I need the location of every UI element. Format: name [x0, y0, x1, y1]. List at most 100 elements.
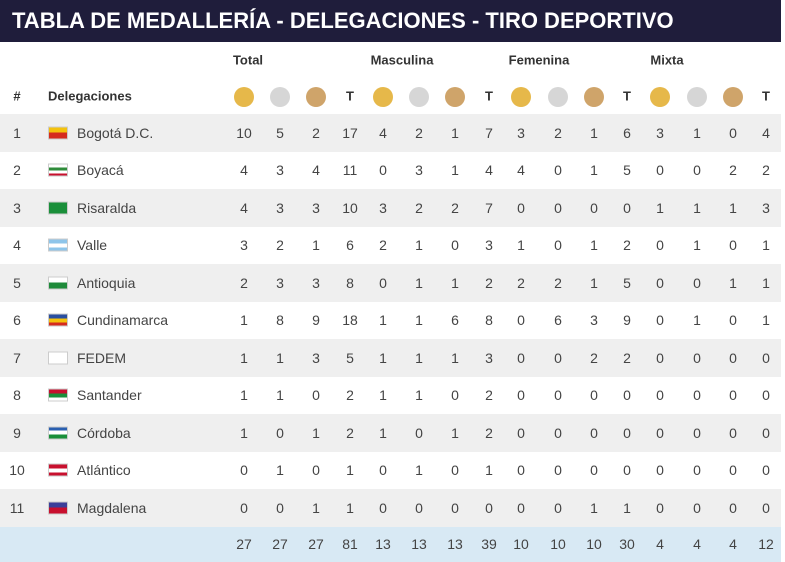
medal-count: 6 — [451, 312, 459, 329]
medal-count: 2 — [312, 124, 320, 141]
medal-icon — [234, 87, 254, 107]
medal-count: 1 — [590, 499, 598, 516]
medal-count: 0 — [554, 462, 562, 479]
delegation-name: Antioquia — [77, 274, 136, 291]
column-header: T — [346, 88, 354, 104]
column-header: T — [623, 88, 631, 104]
rank: 1 — [13, 124, 21, 141]
medal-count: 0 — [729, 237, 737, 254]
column-header: # — [13, 88, 21, 104]
medal-count: 0 — [415, 424, 423, 441]
medal-count: 1 — [415, 462, 423, 479]
medal-count: 1 — [693, 312, 701, 329]
medal-count: 8 — [346, 274, 354, 291]
flag-icon — [48, 313, 68, 327]
medal-count: 0 — [729, 499, 737, 516]
medal-count: 7 — [485, 199, 493, 216]
medal-count: 0 — [240, 499, 248, 516]
medal-count: 0 — [693, 349, 701, 366]
flag-icon — [48, 501, 68, 515]
table-row — [0, 339, 781, 377]
medal-count: 0 — [276, 424, 284, 441]
medal-count: 1 — [590, 274, 598, 291]
medal-icon — [584, 87, 604, 107]
medal-count: 0 — [554, 162, 562, 179]
medal-count: 1 — [693, 124, 701, 141]
medal-count: 2 — [729, 162, 737, 179]
medal-count: 9 — [312, 312, 320, 329]
medal-count: 1 — [240, 312, 248, 329]
flag-icon — [48, 238, 68, 252]
medal-count: 2 — [276, 237, 284, 254]
delegation-name: Valle — [77, 237, 108, 254]
medal-count: 1 — [346, 499, 354, 516]
medal-count: 4 — [485, 162, 493, 179]
rank: 5 — [13, 274, 21, 291]
medal-icon — [373, 87, 393, 107]
table-row — [0, 376, 781, 414]
medal-count: 1 — [623, 499, 631, 516]
delegation-name: Bogotá D.C. — [77, 124, 154, 141]
medal-count: 1 — [451, 124, 459, 141]
medal-count: 9 — [623, 312, 631, 329]
rank: 7 — [13, 349, 21, 366]
medal-count: 1 — [379, 312, 387, 329]
group-header: Femenina — [508, 52, 570, 68]
rank: 4 — [13, 237, 21, 254]
medal-count: 0 — [762, 462, 770, 479]
medal-count: 0 — [656, 349, 664, 366]
medal-count: 10 — [236, 124, 252, 141]
delegation-name: FEDEM — [77, 349, 126, 366]
title-bar: TABLA DE MEDALLERÍA - DELEGACIONES - TIR… — [0, 0, 781, 42]
medal-count: 0 — [693, 162, 701, 179]
medal-count: 3 — [312, 274, 320, 291]
flag-icon — [48, 351, 68, 365]
medal-count: 1 — [451, 349, 459, 366]
medal-count: 1 — [451, 424, 459, 441]
medal-count: 0 — [554, 349, 562, 366]
medal-count: 2 — [346, 387, 354, 404]
medal-count: 2 — [517, 274, 525, 291]
table-row — [0, 226, 781, 264]
medal-count: 3 — [517, 124, 525, 141]
medal-count: 2 — [623, 349, 631, 366]
medal-count: 1 — [729, 274, 737, 291]
medal-count: 0 — [623, 424, 631, 441]
delegation-name: Córdoba — [77, 424, 131, 441]
medal-count: 3 — [240, 237, 248, 254]
medal-count: 2 — [485, 387, 493, 404]
rank: 3 — [13, 199, 21, 216]
medal-count: 1 — [415, 237, 423, 254]
total-count: 13 — [447, 536, 463, 553]
delegation-name: Santander — [77, 387, 142, 404]
medal-icon — [445, 87, 465, 107]
delegation-name: Atlántico — [77, 462, 131, 479]
medal-count: 5 — [623, 162, 631, 179]
medal-count: 3 — [276, 199, 284, 216]
table-row — [0, 264, 781, 302]
medal-count: 0 — [276, 499, 284, 516]
medal-count: 2 — [623, 237, 631, 254]
medal-count: 0 — [693, 274, 701, 291]
flag-icon — [48, 276, 68, 290]
medal-count: 0 — [554, 237, 562, 254]
medal-count: 1 — [415, 387, 423, 404]
medal-count: 5 — [346, 349, 354, 366]
total-count: 39 — [481, 536, 497, 553]
column-header: T — [762, 88, 770, 104]
medal-count: 1 — [693, 199, 701, 216]
medal-count: 0 — [517, 349, 525, 366]
rank: 2 — [13, 162, 21, 179]
medal-count: 1 — [379, 349, 387, 366]
medal-count: 0 — [451, 237, 459, 254]
table-row — [0, 189, 781, 227]
medal-count: 0 — [729, 124, 737, 141]
medal-count: 1 — [240, 387, 248, 404]
medal-count: 4 — [379, 124, 387, 141]
medal-count: 0 — [517, 199, 525, 216]
medal-count: 1 — [240, 349, 248, 366]
medal-icon — [650, 87, 670, 107]
medal-count: 0 — [554, 199, 562, 216]
total-count: 10 — [586, 536, 602, 553]
